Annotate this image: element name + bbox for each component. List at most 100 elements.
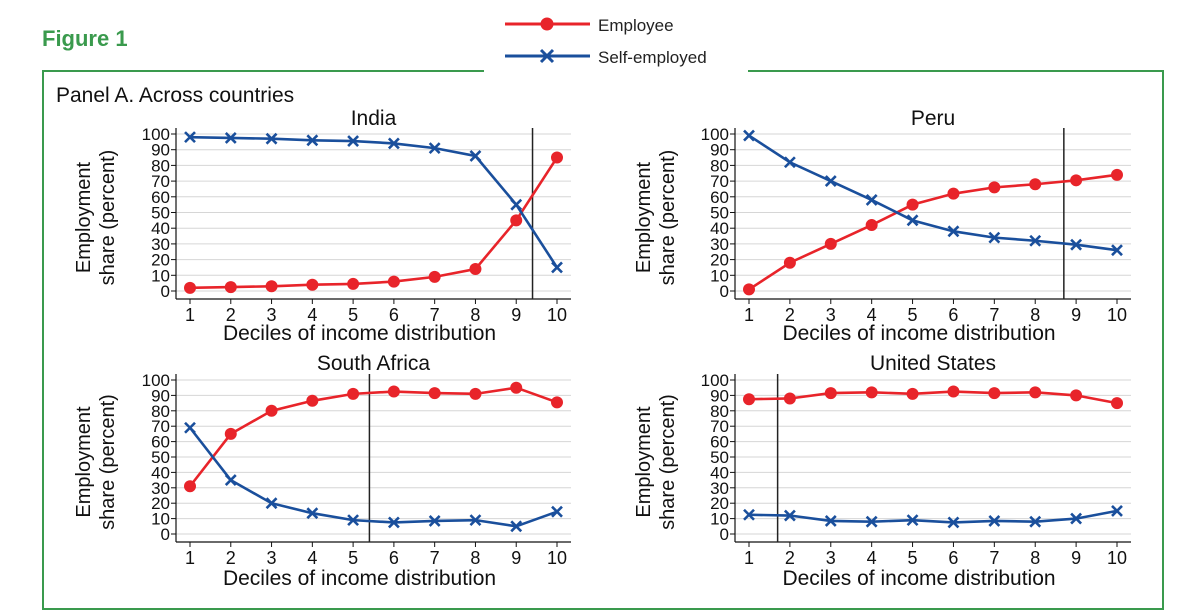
- y-tick-label: 0: [720, 282, 729, 301]
- y-tick-label: 30: [151, 479, 170, 498]
- employee-point: [510, 381, 523, 394]
- employee-point: [265, 404, 278, 417]
- y-tick-label: 70: [710, 172, 729, 191]
- y-tick-label: 90: [710, 141, 729, 160]
- employee-point: [469, 263, 482, 276]
- employee-point: [1070, 389, 1083, 402]
- y-tick-label: 70: [151, 417, 170, 436]
- y-tick-label: 40: [710, 219, 729, 238]
- self-employed-series-line: [188, 426, 558, 528]
- figure-title: Figure 1: [42, 26, 128, 51]
- employee-point: [988, 181, 1001, 194]
- y-tick-label: 40: [151, 463, 170, 482]
- y-tick-label: 80: [151, 402, 170, 421]
- employee-point: [1070, 174, 1083, 187]
- self-employed-point: [865, 194, 878, 206]
- self-employed-point: [265, 132, 278, 145]
- y-tick-label: 100: [142, 125, 170, 144]
- y-tick-label: 70: [151, 172, 170, 191]
- y-axis-label-line2: share (percent): [97, 394, 119, 530]
- x-tick-label: 6: [389, 305, 399, 325]
- legend-employee-label: Employee: [598, 16, 674, 35]
- y-tick-label: 30: [151, 235, 170, 254]
- self-employed-point: [510, 198, 523, 211]
- y-tick-label: 20: [710, 494, 729, 513]
- y-tick-label: 0: [720, 525, 729, 544]
- self-employed-point: [1070, 238, 1083, 251]
- self-employed-point: [906, 214, 919, 227]
- employee-point: [783, 392, 796, 405]
- employee-point: [184, 480, 196, 493]
- employee-point: [387, 275, 400, 288]
- self-employed-series-line: [189, 135, 559, 269]
- x-tick-label: 1: [744, 305, 754, 325]
- y-tick-label: 60: [710, 433, 729, 452]
- y-tick-label: 90: [151, 141, 170, 160]
- y-axis-label-line1: Employment: [633, 161, 655, 273]
- x-axis-label: Deciles of income distribution: [223, 567, 496, 590]
- y-tick-label: 10: [151, 510, 170, 529]
- self-employed-point: [1029, 234, 1042, 247]
- x-tick-label: 1: [185, 548, 195, 568]
- y-tick-label: 80: [151, 156, 170, 175]
- self-employed-point: [347, 514, 360, 527]
- self-employed-point: [224, 132, 237, 144]
- x-tick-label: 4: [307, 548, 317, 568]
- x-tick-label: 5: [348, 548, 358, 568]
- employee-point: [824, 387, 837, 400]
- x-tick-label: 7: [430, 305, 440, 325]
- y-tick-label: 100: [142, 371, 170, 390]
- x-tick-label: 6: [948, 548, 958, 568]
- y-axis-label-line2: share (percent): [97, 150, 119, 286]
- y-tick-label: 0: [161, 525, 170, 544]
- y-tick-label: 20: [710, 251, 729, 270]
- employee-point: [265, 280, 278, 293]
- x-tick-label: 10: [547, 305, 567, 325]
- self-employed-point: [824, 175, 837, 188]
- self-employed-point: [1029, 515, 1042, 528]
- self-employed-point: [551, 505, 563, 518]
- self-employed-point: [865, 515, 878, 528]
- x-tick-label: 3: [267, 548, 277, 568]
- self-employed-point: [265, 497, 278, 510]
- self-employed-point: [783, 156, 796, 169]
- x-tick-label: 9: [511, 548, 521, 568]
- self-employed-point: [428, 142, 441, 155]
- legend-self-employed-marker: [539, 48, 555, 64]
- y-tick-label: 70: [710, 417, 729, 436]
- x-axis-label: Deciles of income distribution: [782, 567, 1055, 590]
- self-employed-point: [387, 137, 400, 150]
- employee-point: [1029, 178, 1042, 191]
- x-tick-label: 10: [547, 548, 567, 568]
- self-employed-point: [551, 261, 563, 274]
- y-axis-label-line2: share (percent): [657, 394, 679, 530]
- x-tick-label: 9: [1071, 305, 1081, 325]
- self-employed-point: [824, 514, 837, 527]
- self-employed-point: [743, 508, 755, 521]
- y-tick-label: 50: [710, 448, 729, 467]
- employee-point: [428, 387, 441, 400]
- y-tick-label: 0: [161, 282, 170, 301]
- y-tick-label: 60: [151, 433, 170, 452]
- y-tick-label: 20: [151, 494, 170, 513]
- self-employed-point: [469, 150, 482, 162]
- x-tick-label: 4: [867, 305, 877, 325]
- self-employed-point: [387, 516, 400, 529]
- employee-point: [510, 214, 523, 227]
- x-tick-label: 3: [826, 548, 836, 568]
- employee-series-line: [189, 156, 559, 290]
- employee-point: [387, 385, 400, 398]
- employee-point: [743, 393, 755, 406]
- self-employed-point: [469, 514, 482, 527]
- employee-point: [947, 385, 960, 398]
- y-tick-label: 10: [710, 266, 729, 285]
- y-tick-label: 90: [710, 386, 729, 405]
- employee-point: [428, 270, 441, 283]
- y-tick-label: 80: [710, 402, 729, 421]
- y-tick-label: 40: [151, 219, 170, 238]
- y-tick-label: 50: [151, 204, 170, 223]
- x-tick-label: 9: [511, 305, 521, 325]
- self-employed-point: [906, 514, 919, 527]
- self-employed-series-line: [748, 134, 1118, 252]
